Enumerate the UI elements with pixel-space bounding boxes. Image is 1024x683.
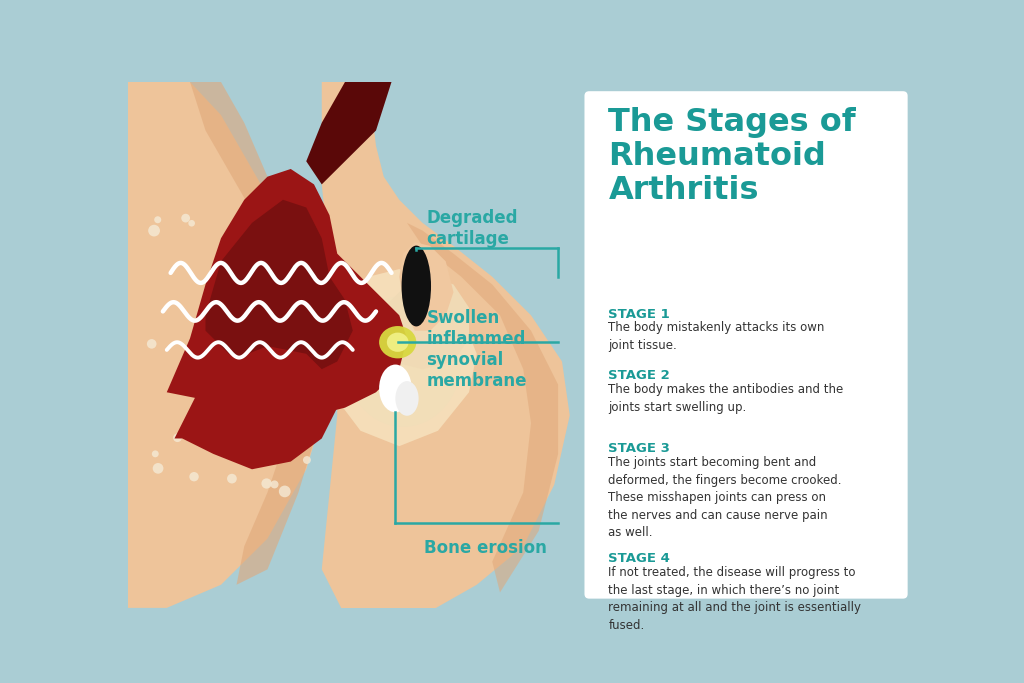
Ellipse shape <box>379 365 412 413</box>
Ellipse shape <box>395 381 419 416</box>
Polygon shape <box>206 199 352 377</box>
Circle shape <box>173 434 182 442</box>
Polygon shape <box>174 346 337 469</box>
Text: The Stages of
Rheumatoid
Arthritis: The Stages of Rheumatoid Arthritis <box>608 107 856 206</box>
Polygon shape <box>190 82 334 585</box>
Polygon shape <box>113 82 337 608</box>
Circle shape <box>146 339 157 348</box>
Circle shape <box>153 463 164 474</box>
Circle shape <box>303 456 311 464</box>
Text: STAGE 4: STAGE 4 <box>608 553 671 566</box>
Text: STAGE 3: STAGE 3 <box>608 443 671 456</box>
Polygon shape <box>407 223 558 592</box>
Circle shape <box>189 472 199 482</box>
Text: STAGE 2: STAGE 2 <box>608 370 671 382</box>
Text: Swollen
inflammed
synovial
membrane: Swollen inflammed synovial membrane <box>426 309 527 389</box>
FancyBboxPatch shape <box>585 92 907 598</box>
Circle shape <box>155 217 161 223</box>
Text: The body mistakenly attacks its own
joint tissue.: The body mistakenly attacks its own join… <box>608 322 825 352</box>
Text: Degraded
cartilage: Degraded cartilage <box>426 209 518 248</box>
Polygon shape <box>330 269 477 446</box>
Text: If not treated, the disease will progress to
the last stage, in which there’s no: If not treated, the disease will progres… <box>608 566 861 632</box>
Circle shape <box>181 214 190 223</box>
Text: STAGE 1: STAGE 1 <box>608 307 671 320</box>
Polygon shape <box>167 169 407 415</box>
Ellipse shape <box>379 326 417 359</box>
Polygon shape <box>399 242 454 331</box>
Polygon shape <box>322 82 569 615</box>
Polygon shape <box>306 82 391 184</box>
Text: The joints start becoming bent and
deformed, the fingers become crooked.
These m: The joints start becoming bent and defor… <box>608 456 842 539</box>
Circle shape <box>227 474 237 484</box>
Ellipse shape <box>387 333 409 352</box>
Circle shape <box>270 480 279 488</box>
Text: Bone erosion: Bone erosion <box>424 539 547 557</box>
Polygon shape <box>369 277 469 370</box>
Ellipse shape <box>401 246 431 326</box>
Circle shape <box>261 478 271 488</box>
Text: The body makes the antibodies and the
joints start swelling up.: The body makes the antibodies and the jo… <box>608 383 844 413</box>
Circle shape <box>188 220 195 227</box>
Circle shape <box>279 486 291 497</box>
Circle shape <box>148 225 160 236</box>
Circle shape <box>152 450 159 458</box>
Ellipse shape <box>345 296 461 427</box>
